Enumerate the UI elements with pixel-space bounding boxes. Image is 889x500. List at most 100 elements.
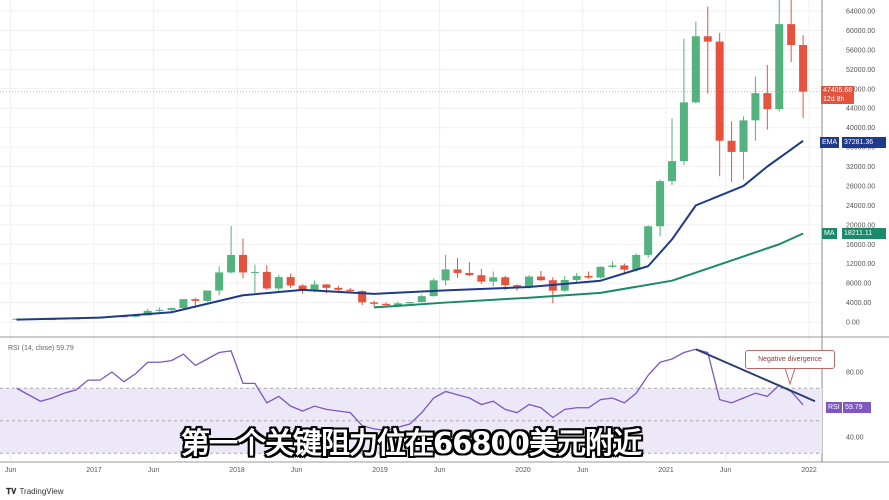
candle (787, 0, 796, 63)
candle (262, 265, 271, 290)
price-tick-label: 28000.00 (846, 183, 875, 190)
candle-body (477, 275, 486, 282)
candle (799, 35, 808, 118)
candle-body (334, 287, 343, 290)
candle-body (787, 24, 796, 46)
candle-body (608, 265, 617, 267)
candle (584, 271, 593, 279)
candle-body (215, 272, 224, 291)
time-tick-label: Jun (577, 467, 588, 474)
ma-line (374, 232, 804, 309)
candle-body (572, 276, 581, 280)
rsi-tick-label: 40.00 (846, 435, 864, 442)
price-tick-label: 44000.00 (846, 106, 875, 113)
price-tick-label: 16000.00 (846, 242, 875, 249)
candle-body (727, 140, 736, 152)
time-tick-label: 2020 (515, 467, 531, 474)
rsi-legend-value: 59.79 (56, 345, 74, 352)
candle-body (393, 303, 402, 306)
candle (727, 121, 736, 183)
time-tick-label: Jun (720, 467, 731, 474)
candle-body (298, 285, 307, 291)
time-tick-label: Jun (291, 467, 302, 474)
candle (763, 64, 772, 130)
candle-body (501, 277, 510, 286)
ema-value: 37281.36 (842, 137, 886, 148)
divergence-trendline (695, 348, 816, 403)
candle-body (310, 284, 319, 291)
annotation-pointer (784, 367, 796, 386)
candle-body (799, 45, 808, 92)
candle-body (322, 284, 331, 288)
candle-countdown: 12d 8h (823, 96, 845, 103)
candle-body (262, 271, 271, 289)
candle (703, 6, 712, 94)
candle-body (286, 277, 295, 286)
candle-body (560, 279, 569, 291)
price-tick-label: 8000.00 (846, 281, 871, 288)
current-price-label: 47405.68 12d 8h (821, 86, 855, 104)
ma-label: MA (822, 228, 837, 239)
time-tick-label: Jun (434, 467, 445, 474)
candle-body (596, 266, 605, 278)
candle (179, 298, 188, 309)
candle-body (656, 181, 665, 227)
candle-body (584, 276, 593, 278)
candle-body (679, 102, 688, 162)
time-tick-label: 2017 (86, 467, 102, 474)
candle (572, 272, 581, 283)
candle (715, 32, 724, 177)
candle-body (131, 315, 140, 317)
candle-body (191, 299, 200, 301)
divergence-annotation: Negative divergence (745, 350, 835, 369)
candle (405, 301, 414, 305)
price-tick-label: 60000.00 (846, 28, 875, 35)
time-tick-label: 2022 (801, 467, 817, 474)
price-tick-label: 48000.00 (846, 86, 875, 93)
candle-body (715, 41, 724, 141)
rsi-label: RSI (826, 402, 842, 413)
rsi-legend-label: RSI (14, close) (8, 345, 55, 352)
price-tick-label: 36000.00 (846, 145, 875, 152)
time-tick-label: 2018 (229, 467, 245, 474)
price-tick-label: 4000.00 (846, 300, 871, 307)
candle (441, 254, 450, 286)
tradingview-logo[interactable]: 𝐓𝐕 TradingView (6, 487, 64, 497)
candle-body (525, 276, 533, 288)
candle-body (465, 272, 474, 276)
candle (453, 257, 462, 278)
candle-body (775, 24, 784, 110)
price-tick-label: 52000.00 (846, 67, 875, 74)
price-tick-label: 56000.00 (846, 47, 875, 54)
candle (465, 262, 474, 277)
candle-body (358, 291, 367, 303)
rsi-tick-label: 80.00 (846, 370, 864, 377)
candle (536, 270, 545, 281)
candle (656, 179, 665, 237)
candle (215, 266, 224, 296)
candle-body (274, 277, 283, 289)
candle (155, 307, 164, 312)
candle (286, 273, 295, 288)
candle-body (346, 289, 355, 292)
rsi-value: 59.79 (843, 402, 871, 413)
candle (751, 76, 760, 141)
candle (227, 225, 236, 274)
candle (632, 253, 641, 272)
candle-body (179, 299, 188, 309)
candle-body (703, 36, 712, 42)
candle-body (453, 269, 462, 273)
candle (250, 264, 259, 293)
candle-body (513, 285, 522, 288)
price-tick-label: 40000.00 (846, 125, 875, 132)
candle-body (536, 276, 545, 281)
candle-body (405, 302, 414, 304)
candle (417, 294, 426, 303)
candle (691, 21, 700, 104)
candle (477, 269, 486, 285)
price-tick-label: 20000.00 (846, 222, 875, 229)
time-tick-label: 2021 (658, 467, 674, 474)
ma-value: 18211.11 (842, 228, 886, 239)
candle-body (417, 296, 426, 303)
candle (429, 278, 438, 297)
